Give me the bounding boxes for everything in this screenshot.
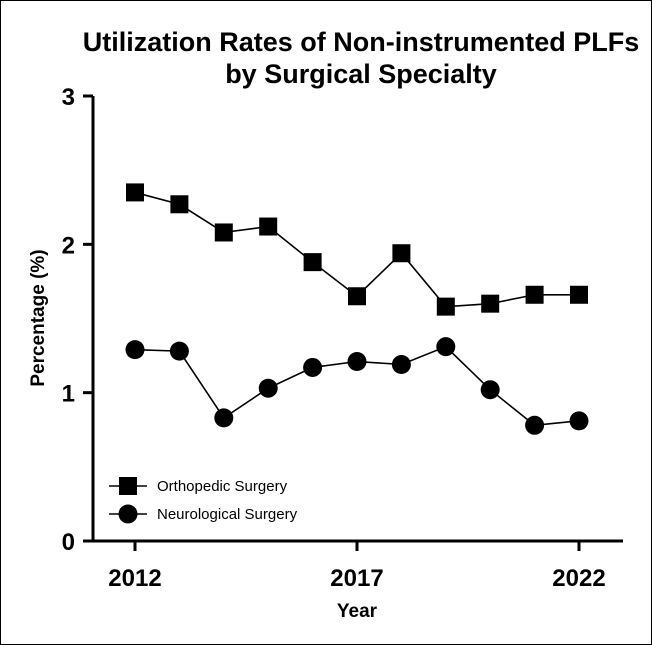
data-point-neurological-surgery-2021	[525, 415, 545, 435]
legend-label-orthopedic-surgery: Orthopedic Surgery	[157, 478, 288, 495]
data-point-orthopedic-surgery-2017	[348, 287, 366, 306]
x-tick-label-2017: 2017	[330, 565, 383, 592]
series-neurological-surgery	[125, 337, 589, 435]
data-point-orthopedic-surgery-2018	[392, 244, 411, 263]
y-tick-label-0: 0	[62, 529, 75, 556]
y-tick-label-2: 2	[62, 232, 75, 259]
data-point-neurological-surgery-2015	[258, 378, 278, 398]
legend-item-orthopedic-surgery: Orthopedic Surgery	[109, 477, 288, 495]
data-point-orthopedic-surgery-2016	[303, 253, 322, 272]
chart-title-line-2: by Surgical Specialty	[225, 59, 497, 89]
data-point-neurological-surgery-2018	[391, 354, 411, 374]
y-tick-label-3: 3	[62, 84, 75, 111]
x-tick-label-2022: 2022	[552, 565, 605, 592]
x-tick-label-2012: 2012	[108, 565, 161, 592]
series-layer	[125, 183, 589, 435]
legend-marker-neurological-surgery	[118, 504, 138, 524]
data-point-neurological-surgery-2016	[303, 357, 323, 377]
legend-marker-orthopedic-surgery	[119, 477, 137, 495]
y-axis-label: Percentage (%)	[28, 249, 49, 386]
y-tick-label-1: 1	[62, 381, 75, 408]
x-axis-label: Year	[337, 601, 378, 622]
y-axis-ticks: 0 1 2 3	[62, 84, 93, 556]
data-point-neurological-surgery-2012	[125, 340, 145, 360]
data-point-orthopedic-surgery-2014	[214, 223, 233, 242]
legend-label-neurological-surgery: Neurological Surgery	[157, 506, 298, 523]
data-point-neurological-surgery-2013	[169, 341, 189, 361]
chart-title-line-1: Utilization Rates of Non-instrumented PL…	[83, 27, 640, 57]
axes	[91, 96, 623, 543]
data-point-orthopedic-surgery-2015	[259, 217, 278, 236]
data-point-neurological-surgery-2020	[480, 380, 500, 400]
data-point-orthopedic-surgery-2022	[570, 285, 588, 304]
data-point-neurological-surgery-2014	[214, 408, 234, 428]
data-point-neurological-surgery-2017	[347, 352, 367, 372]
legend: Orthopedic Surgery Neurological Surgery	[109, 477, 298, 524]
series-orthopedic-surgery	[126, 183, 588, 316]
data-point-neurological-surgery-2022	[569, 411, 589, 431]
data-point-orthopedic-surgery-2019	[436, 297, 455, 316]
legend-item-neurological-surgery: Neurological Surgery	[109, 504, 298, 524]
x-axis-ticks: 2012 2017 2022	[108, 541, 606, 592]
data-point-orthopedic-surgery-2013	[170, 195, 189, 214]
data-point-orthopedic-surgery-2020	[481, 294, 500, 313]
data-point-orthopedic-surgery-2021	[525, 285, 544, 304]
data-point-neurological-surgery-2019	[436, 337, 456, 357]
data-point-orthopedic-surgery-2012	[126, 183, 144, 202]
